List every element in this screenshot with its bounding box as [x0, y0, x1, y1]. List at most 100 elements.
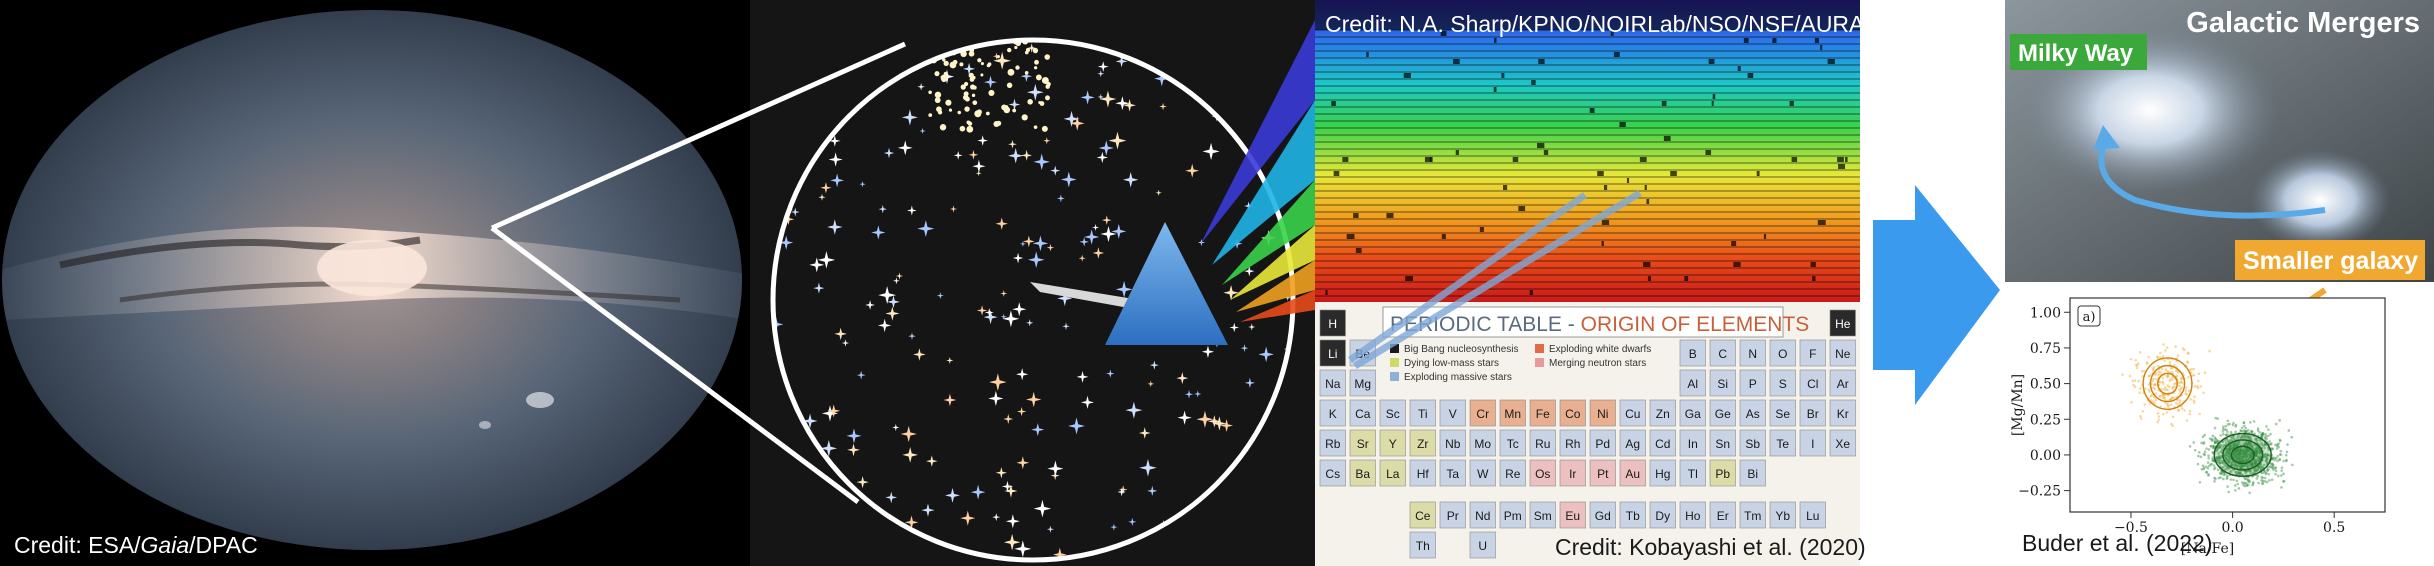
data-point	[2254, 453, 2258, 456]
data-point	[2212, 467, 2216, 471]
data-point	[2166, 374, 2170, 377]
star	[1002, 310, 1020, 328]
cluster-star	[941, 77, 947, 83]
element-symbol: Sr	[1357, 437, 1369, 451]
element-symbol: Cd	[1655, 437, 1670, 451]
cluster-star	[1033, 125, 1038, 129]
data-point	[2202, 442, 2205, 445]
data-point	[2277, 445, 2281, 449]
star	[1229, 322, 1240, 333]
star	[818, 193, 826, 201]
data-point	[2241, 429, 2245, 433]
cluster-star	[1014, 45, 1018, 50]
element-cell: He	[1829, 309, 1856, 337]
star	[895, 272, 904, 280]
data-point	[2230, 446, 2234, 450]
data-point	[2247, 478, 2250, 482]
data-point	[2170, 422, 2173, 426]
data-point	[2259, 434, 2263, 437]
absorption-line	[1325, 290, 1328, 295]
star	[1155, 189, 1162, 196]
data-point	[2281, 480, 2285, 483]
data-point	[2239, 448, 2243, 452]
data-point	[2171, 396, 2174, 399]
data-point	[2213, 440, 2217, 443]
star	[917, 83, 925, 91]
data-point	[2227, 458, 2230, 462]
element-symbol: S	[1779, 377, 1787, 391]
y-tick-label: 0.50	[2030, 377, 2061, 393]
data-point	[2236, 482, 2240, 486]
data-point	[2143, 403, 2147, 406]
star	[865, 300, 875, 310]
star	[802, 413, 818, 429]
zoom-line-upper	[490, 41, 907, 231]
element-symbol: Er	[1717, 509, 1729, 523]
x-tick-label: 0.0	[2221, 520, 2243, 536]
data-point	[2274, 472, 2277, 476]
data-point	[2178, 401, 2182, 405]
element-symbol: U	[1478, 539, 1487, 553]
data-point	[2260, 475, 2264, 479]
data-point	[2179, 377, 2183, 381]
data-point	[2246, 452, 2250, 455]
data-point	[2278, 419, 2282, 422]
element-cell: Pm	[1499, 501, 1526, 529]
element-cell: Rb	[1319, 429, 1346, 457]
data-point	[2176, 354, 2180, 357]
element-symbol: Re	[1505, 467, 1521, 481]
data-point	[2205, 471, 2209, 474]
element-cell: Al	[1679, 369, 1706, 397]
data-point	[2237, 440, 2241, 444]
gaia-sky-map	[0, 0, 750, 566]
star	[1115, 55, 1128, 68]
data-point	[2247, 449, 2251, 452]
star	[813, 282, 825, 294]
data-point	[2251, 483, 2254, 487]
element-cell: Zn	[1649, 399, 1676, 427]
data-point	[2166, 375, 2170, 378]
data-point	[2220, 472, 2223, 476]
data-point	[2235, 450, 2239, 453]
element-symbol: P	[1749, 377, 1757, 391]
star	[908, 332, 916, 340]
data-point	[2226, 450, 2230, 453]
data-point	[2284, 453, 2288, 457]
data-point	[2231, 435, 2235, 438]
data-point	[2247, 441, 2251, 445]
cluster-star	[936, 106, 942, 113]
data-point	[2248, 480, 2252, 483]
data-point	[2244, 441, 2248, 445]
data-point	[2236, 456, 2239, 460]
data-point	[2241, 435, 2244, 438]
element-cell: Dy	[1649, 501, 1676, 529]
data-point	[2251, 464, 2254, 468]
data-point	[2153, 387, 2157, 391]
data-point	[2245, 470, 2249, 473]
element-symbol: Pd	[1595, 437, 1610, 451]
data-point	[2256, 465, 2260, 469]
star	[809, 257, 825, 273]
star	[992, 513, 1001, 522]
star	[1004, 484, 1018, 498]
data-point	[2234, 450, 2238, 454]
data-point	[2152, 386, 2155, 390]
data-point	[2261, 466, 2264, 469]
star	[878, 204, 887, 214]
data-point	[2217, 458, 2221, 462]
absorption-line	[1333, 171, 1340, 176]
density-contour	[2222, 439, 2264, 471]
cluster-star	[964, 106, 970, 112]
data-point	[2234, 463, 2238, 467]
data-point	[2249, 471, 2252, 475]
data-point	[2162, 393, 2165, 397]
data-point	[2220, 471, 2223, 475]
data-point	[2270, 478, 2274, 482]
data-point	[2250, 462, 2254, 465]
data-point	[2265, 425, 2268, 428]
data-point	[2237, 471, 2241, 475]
data-point	[2246, 449, 2249, 453]
data-point	[2201, 435, 2205, 438]
element-cell: Cs	[1319, 459, 1346, 487]
data-point	[2234, 445, 2237, 448]
